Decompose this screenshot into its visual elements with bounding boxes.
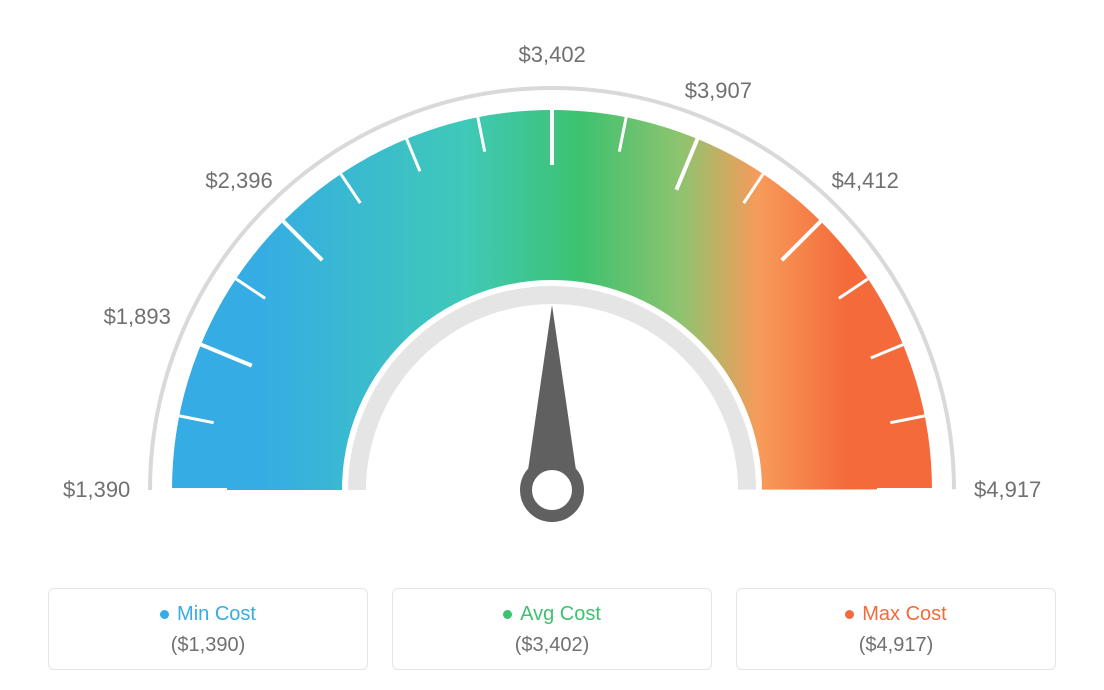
cost-gauge: $1,390$1,893$2,396$3,402$3,907$4,412$4,9… <box>102 20 1002 580</box>
gauge-tick-label: $4,917 <box>974 477 1041 503</box>
min-cost-value: ($1,390) <box>59 634 357 657</box>
gauge-tick-label: $3,402 <box>519 42 586 68</box>
min-cost-card: Min Cost ($1,390) <box>48 588 368 670</box>
avg-cost-card: Avg Cost ($3,402) <box>392 588 712 670</box>
max-cost-value: ($4,917) <box>747 634 1045 657</box>
min-cost-label: Min Cost <box>177 603 256 626</box>
gauge-tick-label: $1,390 <box>63 477 130 503</box>
min-dot-icon <box>160 610 169 619</box>
min-cost-title: Min Cost <box>160 603 256 626</box>
gauge-tick-label: $1,893 <box>104 304 171 330</box>
max-cost-label: Max Cost <box>862 603 946 626</box>
gauge-svg <box>102 20 1002 580</box>
gauge-tick-label: $2,396 <box>205 168 272 194</box>
max-cost-card: Max Cost ($4,917) <box>736 588 1056 670</box>
gauge-tick-label: $4,412 <box>832 168 899 194</box>
gauge-tick-label: $3,907 <box>685 78 752 104</box>
summary-cards: Min Cost ($1,390) Avg Cost ($3,402) Max … <box>0 588 1104 670</box>
max-cost-title: Max Cost <box>845 603 946 626</box>
avg-cost-label: Avg Cost <box>520 603 601 626</box>
max-dot-icon <box>845 610 854 619</box>
avg-dot-icon <box>503 610 512 619</box>
avg-cost-title: Avg Cost <box>503 603 601 626</box>
avg-cost-value: ($3,402) <box>403 634 701 657</box>
